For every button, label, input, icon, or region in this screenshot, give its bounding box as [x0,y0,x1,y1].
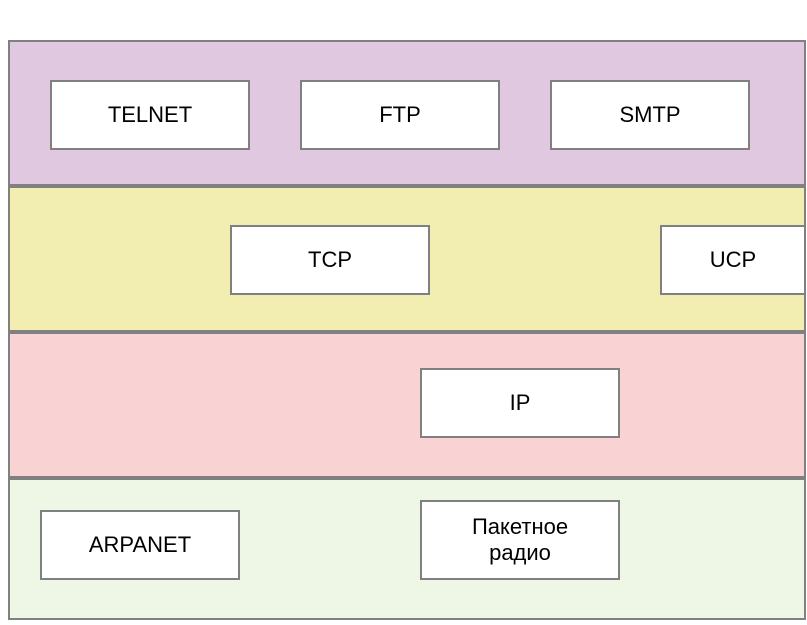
box-packet-radio: Пакетное радио [420,500,620,580]
box-ftp: FTP [300,80,500,150]
box-smtp: SMTP [550,80,750,150]
layer-internet [8,332,806,478]
box-ucp: UCP [660,225,806,295]
box-arpanet: ARPANET [40,510,240,580]
box-telnet: TELNET [50,80,250,150]
box-ip: IP [420,368,620,438]
box-tcp: TCP [230,225,430,295]
